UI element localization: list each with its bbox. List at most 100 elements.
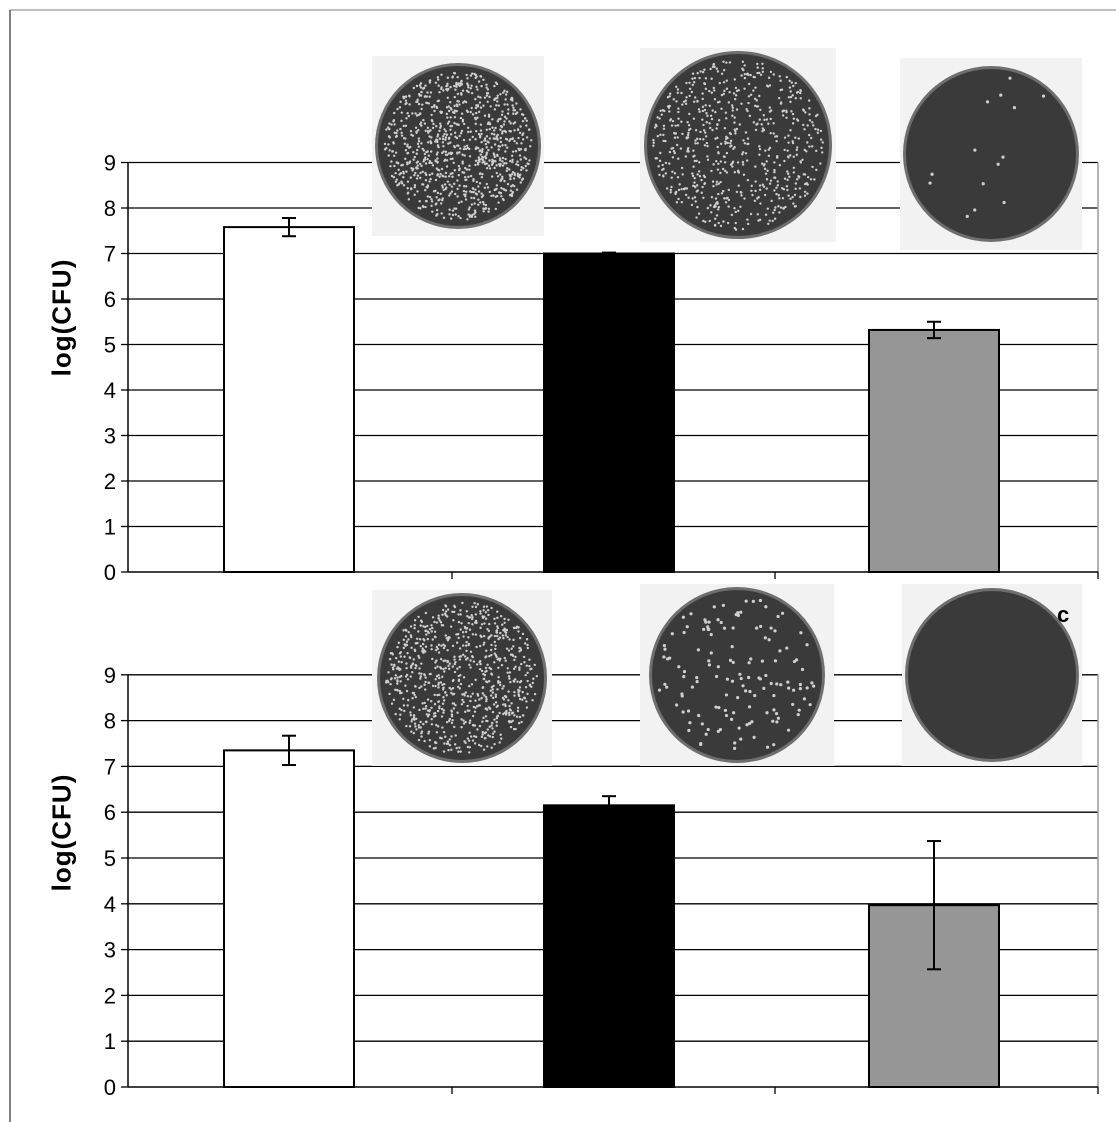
colony: [526, 671, 529, 675]
colony: [493, 718, 496, 721]
colony: [477, 95, 480, 98]
colony: [763, 163, 766, 166]
colony: [451, 665, 454, 668]
colony: [424, 84, 427, 87]
colony: [501, 623, 504, 626]
colony: [487, 210, 490, 213]
colony: [762, 686, 766, 691]
colony: [723, 169, 727, 172]
colony: [491, 691, 495, 694]
colony: [474, 188, 477, 191]
colony: [428, 95, 431, 98]
colony: [457, 674, 460, 678]
colony: [391, 666, 395, 669]
colony: [410, 720, 413, 723]
colony: [431, 616, 435, 619]
colony: [428, 173, 431, 177]
colony: [515, 715, 519, 718]
colony: [417, 615, 420, 619]
colony: [456, 667, 459, 670]
colony: [399, 680, 402, 683]
colony: [496, 634, 499, 638]
colony: [508, 671, 512, 674]
colony: [394, 688, 397, 692]
colony: [735, 108, 739, 111]
colony: [464, 658, 468, 661]
colony: [427, 732, 430, 735]
colony: [501, 177, 504, 180]
colony: [466, 110, 469, 114]
colony: [695, 216, 698, 219]
colony: [522, 655, 526, 659]
colony: [789, 154, 792, 157]
colony: [448, 686, 451, 690]
colony: [422, 638, 425, 641]
colony: [769, 179, 773, 182]
colony: [671, 170, 674, 173]
colony: [519, 108, 522, 111]
colony: [406, 678, 410, 681]
colony: [435, 675, 439, 678]
colony: [999, 93, 1003, 97]
colony: [700, 191, 703, 194]
colony: [744, 689, 748, 693]
colony: [747, 82, 751, 86]
colony: [436, 647, 440, 651]
colony: [442, 750, 446, 753]
colony: [474, 122, 477, 126]
colony: [763, 636, 767, 640]
colony: [653, 126, 657, 129]
colony: [467, 621, 470, 625]
colony: [524, 157, 528, 161]
colony: [483, 96, 487, 99]
colony: [420, 672, 423, 675]
colony: [806, 124, 809, 127]
colony: [719, 620, 723, 625]
colony: [495, 135, 498, 138]
petri-dish-agar: [906, 69, 1076, 239]
colony: [487, 636, 490, 639]
colony: [462, 719, 465, 722]
colony: [446, 116, 449, 119]
colony: [523, 661, 526, 664]
colony: [511, 104, 514, 107]
colony: [514, 665, 517, 669]
colony: [486, 663, 489, 666]
colony: [748, 689, 752, 694]
colony: [438, 129, 441, 133]
colony: [419, 624, 422, 627]
colony: [688, 87, 692, 90]
colony: [716, 145, 719, 149]
colony: [519, 168, 523, 172]
colony: [981, 182, 985, 186]
colony: [661, 109, 665, 112]
colony: [677, 157, 680, 160]
colony: [701, 70, 705, 74]
colony: [766, 207, 770, 210]
colony: [490, 653, 493, 657]
colony: [694, 142, 697, 145]
colony: [450, 748, 453, 751]
colony: [727, 101, 731, 104]
colony: [457, 201, 461, 204]
colony: [436, 693, 439, 697]
colony: [477, 158, 481, 161]
colony: [462, 189, 466, 193]
colony: [524, 686, 528, 689]
colony: [396, 666, 400, 669]
colony: [466, 218, 469, 221]
colony: [729, 142, 732, 145]
colony: [516, 160, 519, 163]
colony: [478, 724, 482, 728]
colony: [659, 133, 662, 137]
colony: [494, 693, 498, 696]
colony: [493, 652, 496, 655]
colony: [441, 135, 445, 138]
colony: [664, 161, 668, 165]
colony: [493, 143, 497, 146]
colony: [782, 207, 785, 210]
colony: [675, 100, 678, 103]
colony: [438, 619, 441, 622]
colony: [525, 169, 528, 172]
colony: [673, 172, 677, 175]
